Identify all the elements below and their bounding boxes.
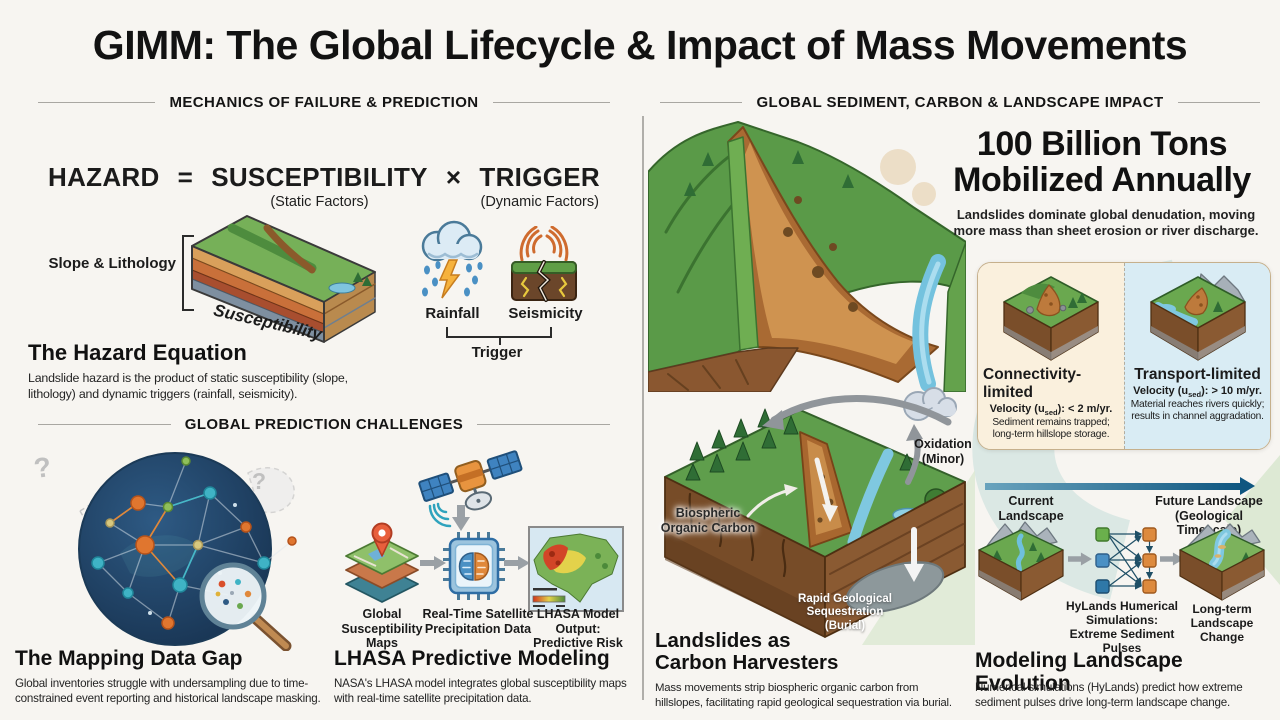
timeline-arrow (985, 477, 1255, 495)
eq-static-note: (Static Factors) (270, 194, 369, 210)
current-landscape-label: Current Landscape (998, 494, 1064, 523)
left-section-header: MECHANICS OF FAILURE & PREDICTION (38, 94, 611, 111)
hazard-equation-row: HAZARD = SUSCEPTIBILITY (Static Factors)… (48, 164, 600, 210)
header-line (38, 423, 171, 426)
eq-trigger-col: TRIGGER (Dynamic Factors) (479, 164, 600, 210)
arrow-right-icon (504, 556, 530, 570)
landslide-hero-illustration (648, 121, 966, 392)
column-divider (642, 116, 644, 700)
hylands-network-icon (1095, 527, 1157, 594)
maps-flow-label: Global Susceptibility Maps (341, 607, 423, 650)
longterm-label: Long-term Landscape Change (1190, 602, 1254, 644)
header-line (660, 101, 743, 104)
slope-bracket (182, 235, 194, 311)
connectivity-limited-panel: Connectivity-limited Velocity (used): < … (978, 263, 1124, 449)
right-section-title: GLOBAL SEDIMENT, CARBON & LANDSCAPE IMPA… (756, 94, 1164, 111)
header-line (477, 423, 610, 426)
challenges-title: GLOBAL PREDICTION CHALLENGES (184, 416, 464, 433)
velocity-pre: Velocity (u (989, 403, 1045, 415)
hylands-label: HyLands Humerical Simulations: Extreme S… (1065, 599, 1179, 655)
eq-susceptibility: SUSCEPTIBILITY (211, 162, 428, 192)
carbon-heading: Landslides as Carbon Harvesters (655, 629, 839, 675)
seismicity-icon (511, 226, 577, 302)
slope-lithology-label: Slope & Lithology (48, 255, 177, 272)
left-section-title: MECHANICS OF FAILURE & PREDICTION (169, 94, 479, 111)
future-landscape-icon (1179, 523, 1265, 601)
eq-susceptibility-col: SUSCEPTIBILITY (Static Factors) (211, 164, 428, 210)
arrow-down-icon (452, 505, 470, 531)
seismicity-label: Seismicity (508, 305, 583, 322)
page-title: GIMM: The Global Lifecycle & Impact of M… (92, 22, 1188, 68)
headline: 100 Billion Tons Mobilized Annually (953, 125, 1251, 200)
susceptibility-terrain-icon (191, 215, 376, 343)
carbon-cycle-illustration (664, 387, 966, 638)
velocity-post: ): > 10 m/yr. (1201, 385, 1262, 397)
rainfall-label: Rainfall (425, 305, 480, 322)
susceptibility-maps-icon (345, 522, 419, 603)
transport-terrain-icon (1149, 273, 1246, 361)
mapping-gap-heading: The Mapping Data Gap (15, 647, 243, 670)
header-line (1177, 101, 1260, 104)
sediment-regimes-box: Connectivity-limited Velocity (used): < … (977, 262, 1271, 450)
arrow-right-icon (1160, 552, 1184, 566)
ai-chip-brain-icon (443, 532, 505, 600)
eq-trigger: TRIGGER (479, 162, 600, 192)
hazard-equation-body: Landslide hazard is the product of stati… (28, 371, 348, 402)
eq-times: × (445, 162, 462, 192)
sequestration-label: Rapid Geological Sequestration (Burial) (798, 593, 892, 632)
transport-velocity: Velocity (used): > 10 m/yr. (1133, 385, 1262, 399)
current-landscape-icon (978, 521, 1064, 601)
header-line (492, 101, 611, 104)
magnifier-icon (199, 562, 292, 651)
transport-title: Transport-limited (1134, 366, 1261, 383)
biospheric-carbon-label: Biospheric Organic Carbon (660, 506, 756, 535)
question-mark-right: ? (252, 468, 267, 494)
connectivity-terrain-icon (1003, 276, 1099, 361)
subheadline: Landslides dominate global denudation, m… (953, 207, 1259, 239)
eq-hazard-col: HAZARD (48, 164, 160, 190)
arrow-right-icon (1068, 552, 1092, 566)
velocity-sub: sed (1188, 390, 1202, 400)
lhasa-heading: LHASA Predictive Modeling (334, 647, 610, 670)
network-globe-icon (78, 452, 297, 651)
evolution-heading: Modeling Landscape Evolution (975, 649, 1183, 695)
velocity-sub: sed (1044, 408, 1058, 418)
trigger-caption: Trigger (471, 344, 523, 361)
eq-equals: = (177, 162, 194, 192)
eq-dynamic-note: (Dynamic Factors) (480, 194, 599, 210)
challenges-header: GLOBAL PREDICTION CHALLENGES (38, 416, 610, 433)
eq-hazard: HAZARD (48, 162, 160, 192)
connectivity-body: Sediment remains trapped; long-term hill… (992, 417, 1110, 441)
transport-body: Material reaches rivers quickly; results… (1130, 399, 1265, 423)
output-flow-label: LHASA Model Output: Predictive Risk (533, 607, 623, 650)
connectivity-velocity: Velocity (used): < 2 m/yr. (990, 403, 1113, 417)
precip-flow-label: Real-Time Satellite Precipitation Data (422, 607, 534, 636)
satellite-icon (418, 450, 523, 528)
transport-limited-panel: Transport-limited Velocity (used): > 10 … (1124, 263, 1270, 449)
header-line (38, 101, 156, 104)
velocity-post: ): < 2 m/yr. (1057, 403, 1113, 415)
connectivity-title: Connectivity-limited (983, 366, 1082, 401)
hazard-equation-heading: The Hazard Equation (28, 340, 247, 365)
future-landscape-label: Future Landscape (Geological Timescale) (1155, 494, 1263, 537)
mapping-gap-body: Global inventories struggle with undersa… (15, 677, 321, 706)
rainfall-storm-icon (421, 220, 483, 299)
right-section-header: GLOBAL SEDIMENT, CARBON & LANDSCAPE IMPA… (660, 94, 1260, 111)
risk-map-icon (528, 526, 624, 612)
evolution-body: Numerical simulations (HyLands) predict … (975, 681, 1243, 710)
trigger-bracket (446, 327, 552, 345)
velocity-pre: Velocity (u (1133, 385, 1189, 397)
carbon-body: Mass movements strip biospheric organic … (655, 682, 952, 709)
oxidation-label: Oxidation (Minor) (914, 437, 972, 466)
arrow-right-icon (420, 556, 446, 570)
lhasa-body: NASA's LHASA model integrates global sus… (334, 677, 627, 706)
